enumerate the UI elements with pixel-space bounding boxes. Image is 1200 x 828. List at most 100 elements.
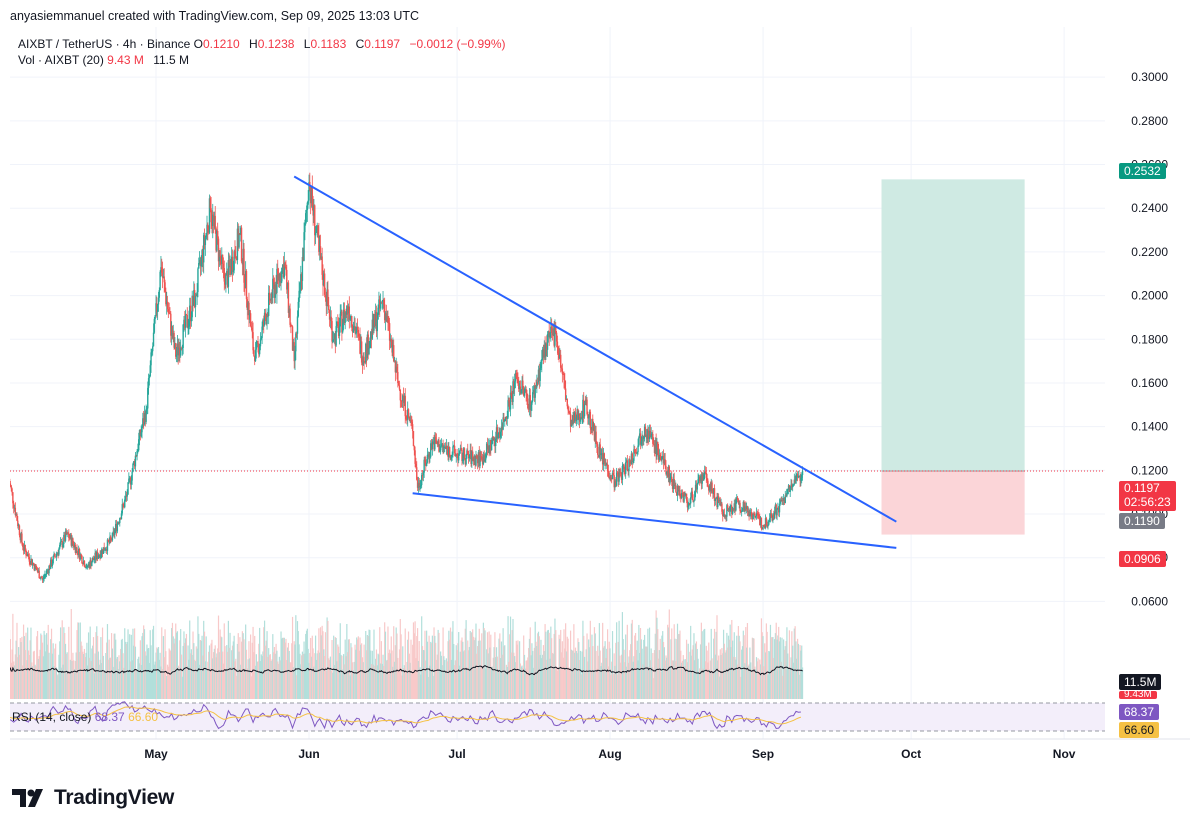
candle-body [421,475,424,476]
candle-body [77,549,80,556]
chart-area[interactable]: 0.30000.28000.26000.24000.22000.20000.18… [10,27,1190,767]
volume-bar [451,631,453,699]
candle-body [171,326,174,339]
candle-body [357,329,360,334]
volume-bar [307,648,309,699]
volume-bar [245,649,248,699]
candle-body [223,267,225,282]
candle-body [512,381,514,402]
candle-body [584,404,587,405]
candle-body [471,451,474,458]
candle-body [379,301,382,309]
candle-body [103,547,105,551]
candle-body [666,471,669,477]
candle-body [524,389,527,390]
rsi-value-tag: 68.37 [1119,704,1160,720]
candle-body [94,552,96,560]
volume-bar [244,668,246,699]
candle-body [738,502,740,504]
volume-bar [329,656,331,699]
candle-body [443,447,445,448]
candle-body [258,343,260,355]
volume-bar [62,664,64,699]
volume-bar [694,660,696,699]
volume-bar [399,619,401,699]
candle-body [198,259,201,263]
volume-bar [722,629,725,699]
candle-body [573,415,575,422]
candle-body [86,566,88,568]
volume-bar [466,668,468,699]
candle-body [180,348,183,350]
volume-bar [654,633,656,699]
candle-body [114,529,116,535]
volume-bar [361,657,364,699]
volume-bar [791,631,793,699]
volume-bar [270,660,272,699]
volume-bar [800,650,802,699]
candle-body [95,552,97,559]
volume-bar [34,664,36,699]
volume-bar [452,621,454,699]
chart-svg[interactable]: 0.30000.28000.26000.24000.22000.20000.18… [10,27,1190,767]
candle-body [85,566,87,568]
candle-body [122,504,124,505]
candle-body [459,448,462,451]
candle-body [110,536,112,540]
candle-body [236,228,239,260]
candle-body [652,443,655,445]
candle-body [447,448,449,457]
volume-tag: 9.43M [1119,691,1157,699]
volume-bar [598,623,600,699]
volume-bar [106,624,109,699]
volume-bar [381,663,383,699]
volume-bar [620,654,623,699]
volume-bar [376,665,378,699]
candle-body [703,471,706,475]
volume-bar [523,635,525,699]
candle-body [228,260,230,267]
volume-bar [794,626,796,699]
candle-body [273,282,276,298]
candle-body [717,496,720,501]
candle-body [205,233,207,238]
candle-body [410,420,412,422]
candle-body [801,475,803,478]
candle-body [477,452,480,464]
candle-body [138,439,140,451]
volume-bar [187,645,189,699]
volume-bar [215,657,217,699]
candle-body [715,497,717,499]
volume-bar [162,636,165,699]
candle-body [145,409,147,422]
volume-bar [443,656,445,699]
candle-body [192,295,194,306]
volume-bar [798,674,800,699]
candle-body [268,292,271,300]
volume-bar [374,665,376,699]
candle-body [22,546,25,551]
volume-bar [786,627,788,699]
volume-bar [462,641,464,699]
candle-body [796,474,799,478]
volume-bar [695,641,698,699]
volume-bar [38,656,40,699]
volume-bar [367,636,369,699]
volume-bar [371,650,373,699]
candle-body [359,336,361,354]
candle-body [550,326,552,333]
candle-body [659,455,661,458]
candle-body [506,417,508,419]
candle-body [89,560,91,568]
candle-body [379,299,381,309]
candle-body [313,205,315,216]
candle-body [678,489,680,492]
candle-body [77,550,79,556]
tradingview-logo[interactable]: TradingView [12,786,174,810]
candle-body [662,455,664,457]
volume-bar [696,648,698,699]
candle-body [560,367,563,369]
volume-bar [93,673,95,699]
candle-body [61,540,63,548]
candle-body [634,449,636,453]
